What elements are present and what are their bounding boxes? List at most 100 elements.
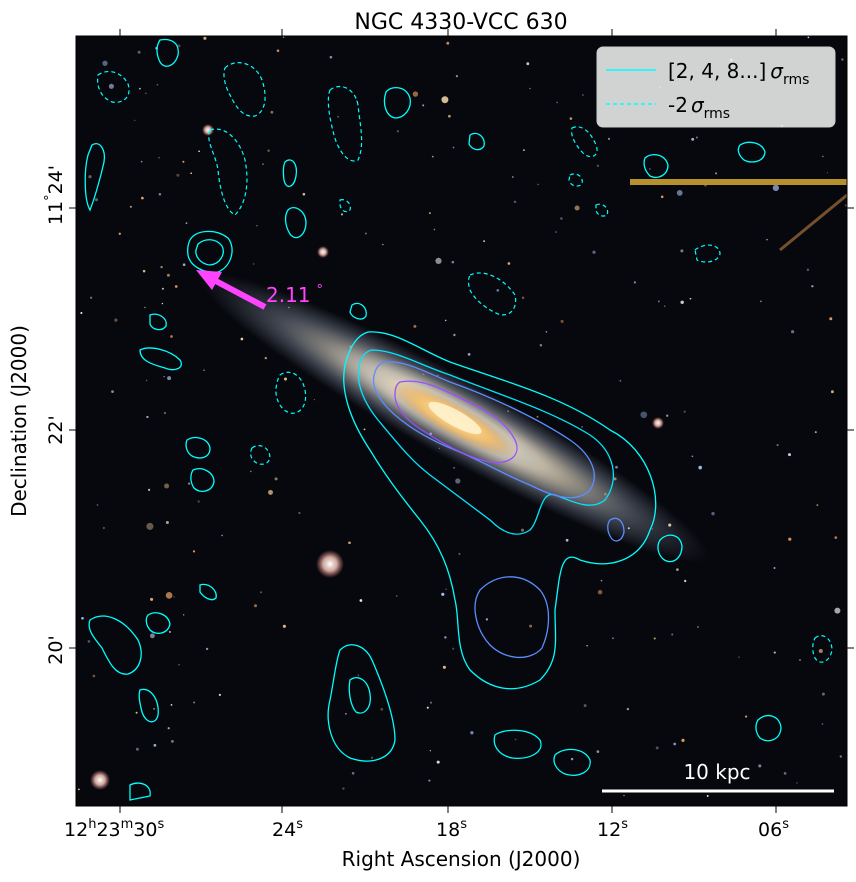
field-star [108, 83, 114, 89]
field-star [592, 250, 596, 254]
field-star [841, 58, 844, 61]
field-star [452, 647, 455, 650]
field-star [826, 172, 829, 174]
field-star [221, 534, 223, 537]
field-star [182, 263, 186, 267]
field-star [302, 192, 306, 196]
field-star [167, 376, 172, 381]
field-star [655, 746, 659, 750]
field-star [218, 693, 222, 697]
field-star [149, 633, 155, 639]
field-star [170, 335, 173, 338]
field-star [426, 706, 429, 709]
field-star [182, 160, 185, 163]
contour-2sigma [643, 154, 669, 179]
field-star [529, 87, 531, 90]
field-star [147, 488, 151, 492]
field-star [198, 150, 200, 153]
field-star [160, 265, 163, 269]
y-axis-label: Declination (J2000) [7, 325, 31, 517]
field-star [250, 470, 252, 473]
field-star [429, 750, 432, 752]
field-star [413, 324, 417, 328]
field-star [395, 595, 398, 597]
field-star [78, 788, 80, 791]
field-star [683, 410, 686, 413]
bright-star [316, 550, 344, 578]
field-star [345, 712, 347, 715]
field-star [94, 198, 98, 202]
field-star [821, 723, 824, 725]
contour-neg2sigma [595, 203, 609, 217]
field-star [165, 592, 173, 599]
arrow-angle-label: 2.11 ° [266, 283, 323, 307]
contour-8sigma-main [372, 361, 595, 499]
contour-2sigma [755, 714, 782, 742]
field-star [442, 665, 446, 669]
field-star [444, 636, 447, 639]
field-star [816, 504, 819, 507]
field-star [193, 701, 196, 704]
field-star [166, 273, 170, 277]
field-star [163, 375, 165, 378]
plot-frame [75, 35, 848, 807]
bright-star [202, 124, 214, 136]
field-star [156, 83, 159, 86]
contour-neg2sigma [250, 445, 271, 465]
field-star [444, 319, 447, 322]
field-star [144, 306, 146, 309]
field-star [834, 536, 838, 539]
field-star [173, 596, 175, 598]
field-star [282, 624, 286, 628]
field-star [340, 213, 344, 216]
field-star [178, 664, 180, 666]
field-star [570, 757, 574, 761]
field-star [203, 36, 207, 40]
field-star [174, 285, 178, 288]
field-star [268, 489, 273, 495]
field-star [574, 205, 580, 211]
field-star [253, 604, 258, 608]
field-star [666, 414, 669, 417]
field-star [523, 149, 525, 151]
contour-neg2sigma [275, 371, 307, 414]
contour-neg2sigma [339, 199, 351, 213]
field-star [623, 794, 625, 797]
field-star [556, 101, 558, 104]
field-star [633, 281, 637, 284]
x-tick-label: 12s [597, 817, 628, 841]
field-star [357, 674, 360, 676]
field-star [264, 356, 268, 360]
contour-4sigma [195, 239, 224, 266]
contour-tail [474, 576, 550, 659]
contour-neg2sigma [223, 62, 266, 117]
contour-2sigma [737, 141, 766, 163]
contour-2sigma [199, 583, 217, 601]
field-star [158, 156, 160, 159]
field-star [691, 455, 694, 458]
field-star [467, 353, 471, 356]
field-star [772, 184, 780, 192]
field-star [696, 625, 700, 629]
field-star [351, 772, 355, 775]
field-star [583, 704, 587, 708]
field-star [370, 756, 374, 759]
field-star [451, 260, 455, 264]
field-star [185, 222, 188, 224]
field-star [830, 390, 834, 394]
field-star [396, 130, 400, 133]
field-star [657, 300, 660, 303]
contour-2sigma [145, 612, 171, 635]
field-star [441, 592, 445, 596]
field-star [545, 331, 548, 333]
field-star [146, 415, 149, 419]
field-star [337, 115, 339, 118]
field-star [663, 305, 666, 307]
field-star [581, 425, 584, 428]
bright-star-spike [779, 193, 847, 252]
field-star [773, 566, 776, 570]
contour-2sigma [493, 729, 542, 759]
field-star [161, 302, 164, 305]
field-star [640, 411, 648, 419]
field-star [829, 317, 833, 321]
